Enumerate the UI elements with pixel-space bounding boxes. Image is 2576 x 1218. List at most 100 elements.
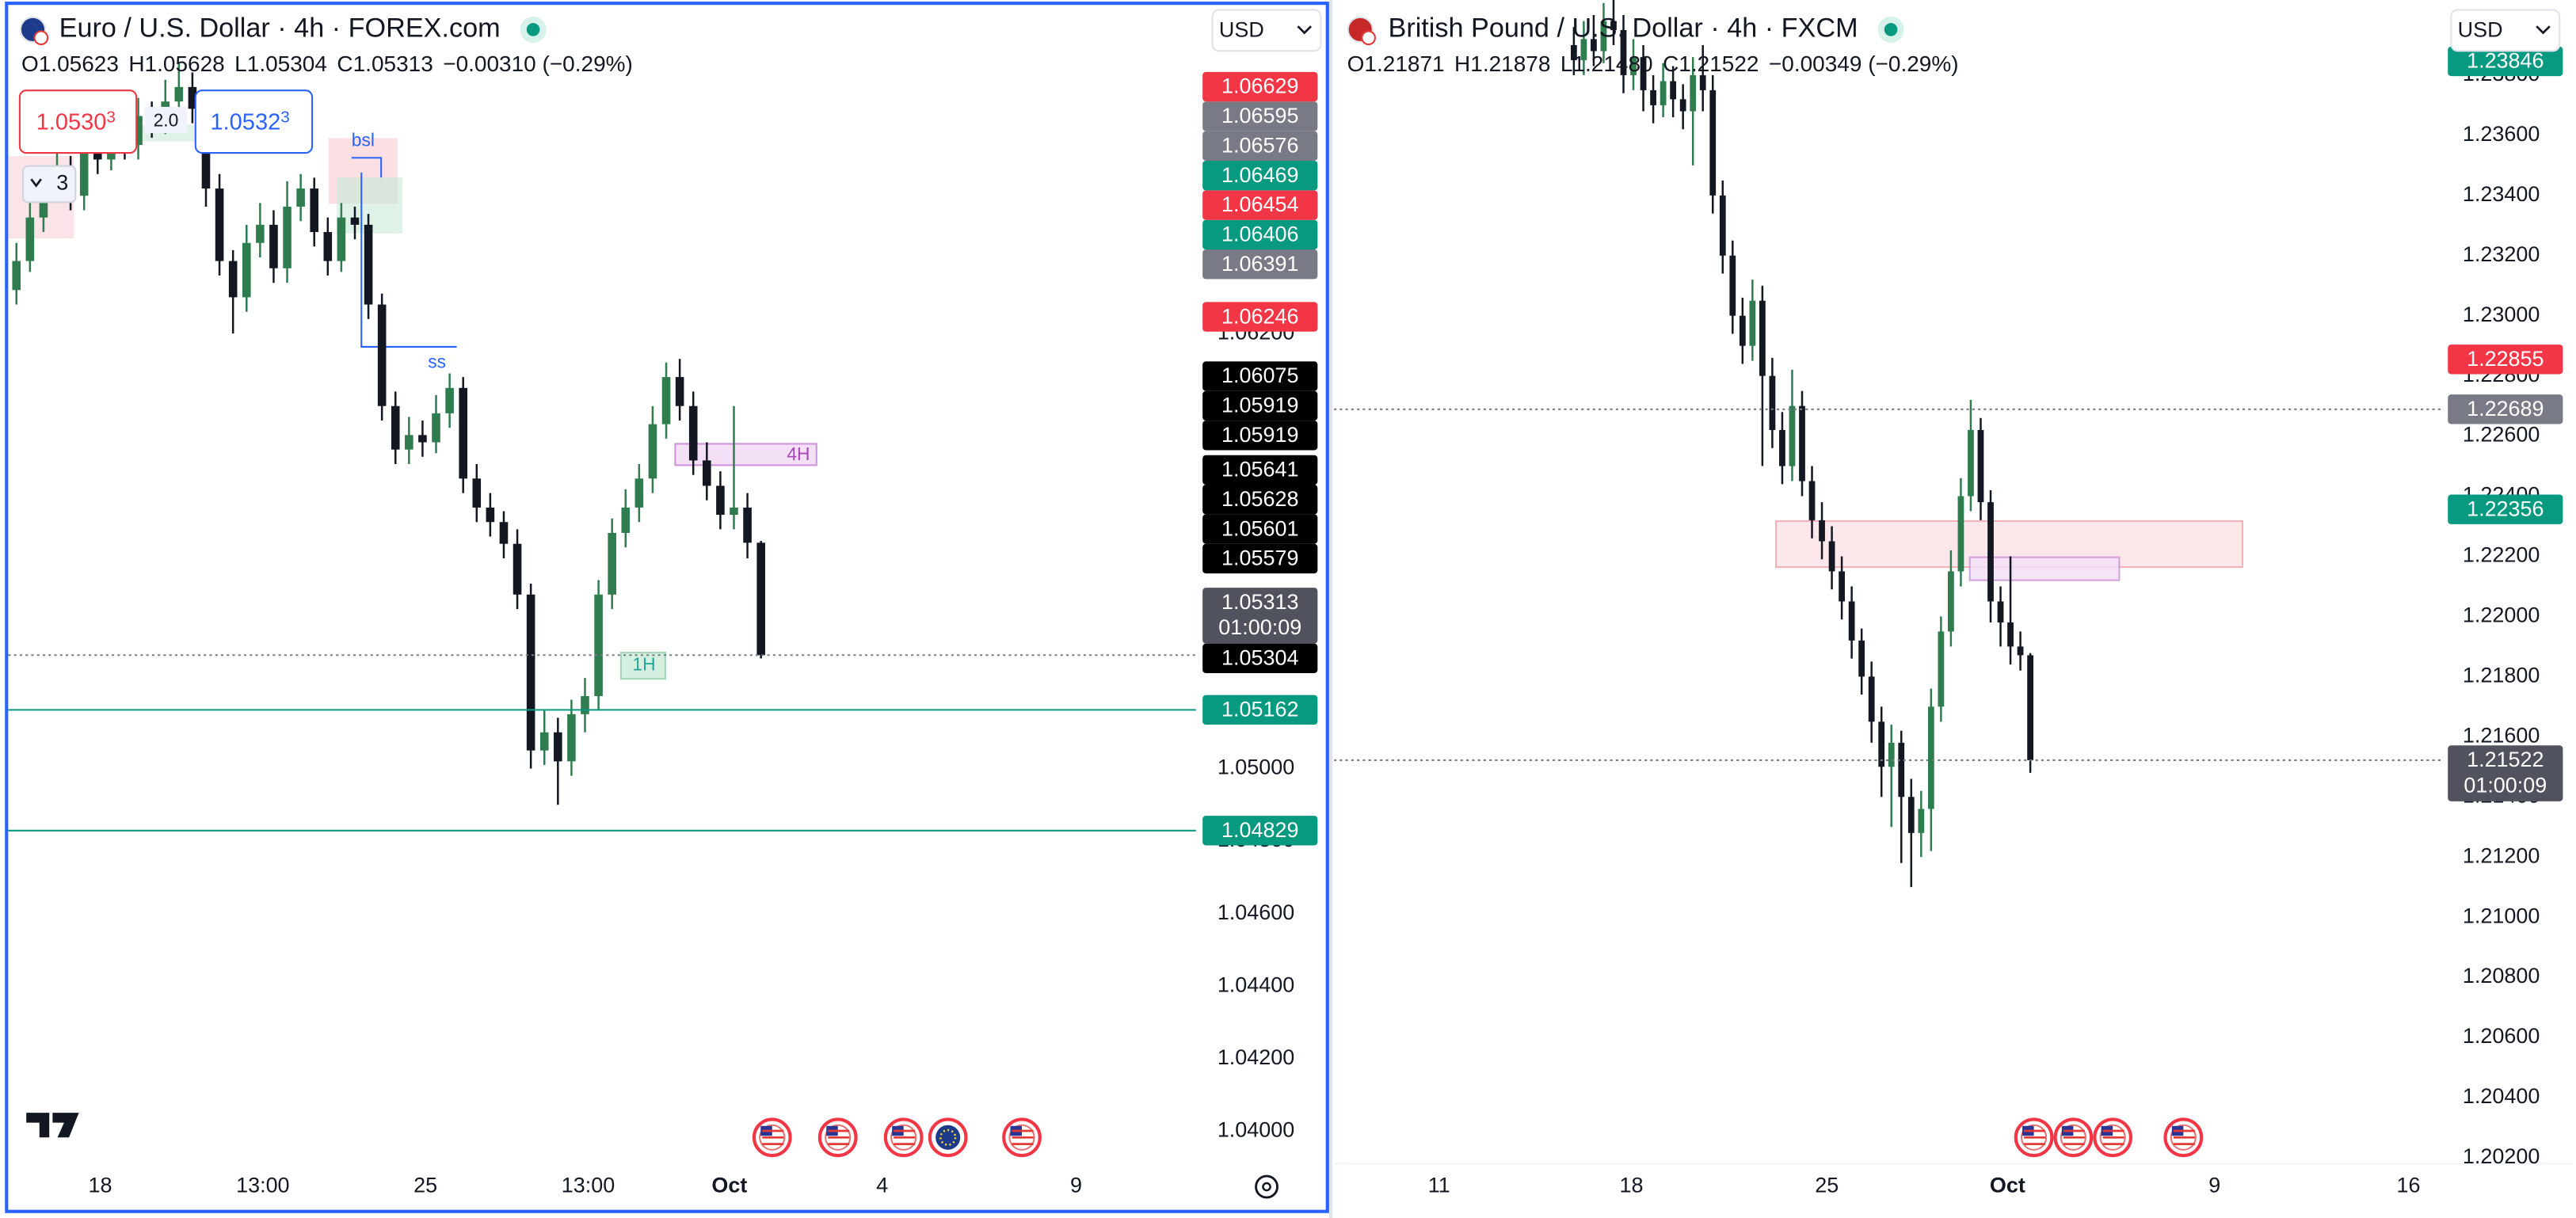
candle-body — [1719, 195, 1726, 256]
candle-body — [228, 261, 238, 298]
candle-body — [743, 507, 752, 543]
drawings — [1774, 520, 2244, 581]
candle-body — [323, 231, 333, 261]
price-tag — [1202, 421, 1318, 451]
y-tick-label: 1.04600 — [1218, 900, 1294, 924]
x-tick-label: 25 — [1815, 1174, 1839, 1197]
y-tick-label: 1.05000 — [1218, 756, 1294, 779]
ohlc-value: −0.00310 (−0.29%) — [443, 51, 633, 76]
plot-area — [8, 61, 1196, 832]
price-tag-label: 1.06075 — [1221, 363, 1298, 387]
candle-body — [445, 387, 454, 413]
x-tick-label: Oct — [711, 1174, 747, 1197]
candle-body — [513, 543, 522, 595]
settings-icon[interactable] — [1255, 1174, 1278, 1199]
currency-select[interactable] — [1211, 9, 1322, 52]
price-tag-label: 1.06629 — [1221, 74, 1298, 98]
candle-body — [296, 188, 305, 207]
price-tag-label: 1.04829 — [1221, 818, 1298, 842]
buy-order-box[interactable] — [194, 89, 314, 154]
candle-body — [215, 188, 224, 261]
candle-body — [1898, 742, 1905, 797]
price-tag — [1202, 131, 1318, 161]
candle-body — [526, 594, 535, 751]
y-tick-label: 1.04400 — [1218, 972, 1294, 996]
indicator-toggle[interactable] — [21, 165, 77, 204]
candle-body — [1709, 89, 1717, 196]
ohlc-value: −0.00349 (−0.29%) — [1769, 51, 1959, 76]
price-tag — [2448, 745, 2563, 801]
ohlc-legend: O1.21871 H1.21878 L1.21480 C1.21522 −0.00349… — [1347, 51, 1959, 76]
candle-body — [539, 732, 549, 751]
candle-body — [1650, 89, 1656, 105]
price-tag-label: 1.06576 — [1221, 133, 1298, 157]
currency: USD — [2458, 18, 2503, 42]
candle-body — [1839, 571, 1845, 602]
x-tick-label: Oct — [1990, 1174, 2025, 1197]
price-tag — [2448, 344, 2563, 375]
candle-body — [12, 261, 21, 291]
candle-body — [1610, 21, 1617, 30]
x-tick-label: 18 — [89, 1174, 112, 1197]
price-tag — [1202, 588, 1318, 644]
symbol-flag-quote — [33, 30, 49, 46]
ohlc-legend: O1.05623 H1.05628 L1.05304 C1.05313 −0.00310… — [21, 51, 633, 76]
ohlc-value: O1.21871 — [1347, 51, 1445, 76]
order-price: 1.0532 — [210, 109, 280, 135]
price-tag — [1202, 190, 1318, 220]
candle-body — [1878, 721, 1885, 767]
buy-order-price: 1.05323 — [210, 108, 289, 135]
y-tick-label: 1.04200 — [1218, 1045, 1294, 1069]
sell-order-box[interactable] — [18, 89, 138, 154]
y-tick-label: 1.20200 — [2463, 1144, 2540, 1168]
y-tick-label: 1.23000 — [2463, 303, 2540, 326]
candle-body — [79, 152, 89, 196]
ohlc-value: L1.05304 — [234, 51, 327, 76]
price-tag — [2448, 394, 2563, 424]
order-pip: 3 — [106, 108, 116, 127]
x-tick-label: 13:00 — [236, 1174, 289, 1197]
candle-body — [188, 86, 197, 109]
price-tag — [1202, 455, 1318, 485]
candle-body — [93, 152, 102, 160]
price-tag-label: 1.06391 — [1221, 252, 1298, 276]
currency-select[interactable] — [2450, 9, 2561, 52]
candle-body — [134, 116, 143, 146]
price-tag-label: 1.05313 — [1221, 590, 1298, 614]
zone — [337, 177, 403, 234]
indicator-count: 3 — [56, 171, 68, 195]
price-tag — [1202, 695, 1318, 725]
candle-body — [25, 217, 35, 261]
price-tag-label: 1.05579 — [1221, 546, 1298, 570]
candle-body — [1828, 541, 1835, 572]
candle-body — [1987, 502, 1994, 602]
x-tick-label: 13:00 — [562, 1174, 615, 1197]
price-tag-label: 1.05162 — [1221, 698, 1298, 721]
candle-body — [432, 413, 440, 443]
quantity: 2.0 — [154, 110, 179, 131]
price-tag — [2448, 46, 2563, 77]
ssl-label: ss — [428, 352, 446, 372]
price-tag — [1202, 485, 1318, 515]
price-tag-label: 1.22855 — [2467, 347, 2544, 371]
price-tag-label: 1.05919 — [1221, 423, 1298, 447]
candle-body — [756, 542, 765, 656]
y-tick-label: 1.20600 — [2463, 1024, 2540, 1048]
x-tick-label: 11 — [1428, 1174, 1450, 1197]
candle-body — [675, 377, 684, 406]
candle-body — [1848, 601, 1855, 641]
countdown: 01:00:09 — [1218, 615, 1301, 639]
chevron — [1297, 25, 1312, 35]
settings-icon-center — [1262, 1182, 1271, 1192]
y-tick-label: 1.21600 — [2463, 723, 2540, 747]
currency: USD — [1219, 18, 1264, 42]
candle-body — [242, 242, 251, 298]
price-tag — [1202, 514, 1318, 544]
logo[interactable] — [26, 1113, 79, 1138]
price-tag-label: 1.06246 — [1221, 304, 1298, 328]
